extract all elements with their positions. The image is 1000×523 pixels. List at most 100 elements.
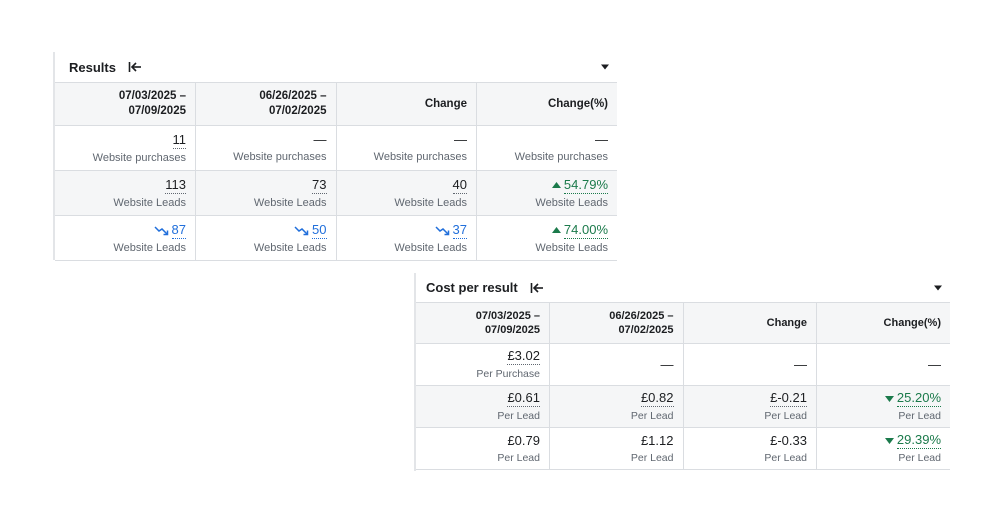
collapse-left-icon[interactable] bbox=[128, 61, 142, 73]
metric-label: Website Leads bbox=[394, 196, 467, 209]
metric-value-text: 29.39% bbox=[896, 432, 941, 450]
column-header[interactable]: 07/03/2025 – 07/09/2025 bbox=[416, 302, 550, 344]
metric-label: Website Leads bbox=[253, 196, 327, 209]
metric-value[interactable]: 37 bbox=[435, 222, 467, 239]
cost-per-result-panel-header: Cost per result bbox=[416, 273, 950, 302]
metric-value: £-0.33 bbox=[770, 433, 807, 449]
metric-label: Per Lead bbox=[764, 410, 807, 422]
metric-value[interactable]: £0.61 bbox=[507, 390, 540, 407]
table-cell: £-0.21 Per Lead bbox=[682, 385, 817, 428]
metric-value[interactable]: 74.00% bbox=[551, 221, 608, 239]
column-header[interactable]: 06/26/2025 – 07/02/2025 bbox=[195, 82, 337, 126]
metric-value[interactable]: 87 bbox=[154, 222, 186, 239]
metric-label: Per Lead bbox=[497, 410, 540, 422]
table-row: £0.79 Per Lead £1.12 Per Lead £-0.33 Per Lead… bbox=[416, 427, 950, 470]
metric-value[interactable]: 113 bbox=[165, 177, 186, 194]
triangle-down-icon bbox=[884, 395, 894, 402]
metric-value-text: 37 bbox=[452, 221, 467, 239]
dropdown-caret-icon[interactable] bbox=[601, 64, 609, 70]
metric-label: Per Lead bbox=[630, 410, 674, 422]
column-header-label: Change bbox=[766, 317, 807, 329]
metric-value[interactable]: 54.79% bbox=[551, 176, 608, 194]
results-panel-header: Results bbox=[55, 52, 617, 82]
metric-value[interactable]: 29.39% bbox=[884, 432, 941, 450]
table-cell: — Website purchases bbox=[335, 125, 477, 171]
results-table: 07/03/2025 – 07/09/2025 06/26/2025 – 07/02/… bbox=[55, 82, 617, 261]
table-cell: 54.79% Website Leads bbox=[476, 170, 617, 216]
column-header[interactable]: Change bbox=[682, 302, 817, 344]
column-header[interactable]: Change(%) bbox=[816, 302, 950, 344]
metric-label: Website purchases bbox=[514, 151, 608, 163]
results-panel-title: Results bbox=[69, 59, 116, 75]
table-cell: 113 Website Leads bbox=[55, 170, 196, 216]
table-cell: £0.79 Per Lead bbox=[416, 427, 550, 470]
table-cell: 40 Website Leads bbox=[335, 170, 477, 216]
metric-label: Per Lead bbox=[764, 451, 807, 464]
collapse-left-icon[interactable] bbox=[530, 282, 544, 294]
column-header-label: 07/03/2025 – bbox=[475, 310, 540, 322]
metric-value[interactable]: 73 bbox=[312, 177, 327, 194]
column-header-label: Change(%) bbox=[883, 317, 941, 329]
table-cell: £-0.33 Per Lead bbox=[682, 427, 817, 470]
table-cell: 37 Website Leads bbox=[335, 215, 477, 261]
metric-value[interactable]: 25.20% bbox=[884, 390, 941, 408]
column-header-label: 07/02/2025 bbox=[268, 105, 327, 117]
table-cell: — bbox=[549, 343, 684, 386]
results-panel: Results 07/03/2025 – 07/09/2025 06/26/2025… bbox=[53, 52, 617, 261]
cost-per-result-panel-title: Cost per result bbox=[426, 280, 518, 295]
table-header-row: 07/03/2025 – 07/09/2025 06/26/2025 – 07/02/… bbox=[416, 302, 950, 344]
table-cell: — Website purchases bbox=[476, 125, 617, 171]
metric-value-text: £0.61 bbox=[507, 390, 540, 407]
column-header-label: 06/26/2025 – bbox=[609, 310, 674, 322]
metric-value-text: 11 bbox=[172, 131, 186, 149]
metric-value-text: 54.79% bbox=[563, 176, 608, 194]
metric-value[interactable]: 40 bbox=[452, 177, 467, 194]
table-row: £0.61 Per Lead £0.82 Per Lead £-0.21 Per Lead… bbox=[416, 385, 950, 428]
column-header[interactable]: Change(%) bbox=[476, 82, 617, 126]
metric-value-text: £-0.33 bbox=[770, 432, 807, 448]
table-cell: — bbox=[816, 343, 950, 386]
empty-value: — bbox=[794, 356, 807, 372]
metric-value-text: 87 bbox=[171, 221, 186, 239]
cost-per-result-panel: Cost per result 07/03/2025 – 07/09/2025 06… bbox=[414, 273, 950, 471]
metric-value[interactable]: £-0.21 bbox=[770, 390, 807, 407]
table-cell: £1.12 Per Lead bbox=[549, 427, 684, 470]
metric-label: Per Purchase bbox=[476, 368, 540, 380]
empty-value: — bbox=[660, 356, 674, 372]
table-cell: 50 Website Leads bbox=[195, 215, 337, 261]
metric-label: Website Leads bbox=[535, 241, 608, 254]
table-cell: £0.61 Per Lead bbox=[416, 385, 550, 428]
metric-label: Website Leads bbox=[535, 196, 608, 209]
column-header-label: Change(%) bbox=[547, 97, 608, 110]
table-cell: £0.82 Per Lead bbox=[549, 385, 684, 428]
metric-value[interactable]: £3.02 bbox=[507, 348, 540, 365]
column-header[interactable]: 06/26/2025 – 07/02/2025 bbox=[549, 302, 684, 344]
metric-value: £0.79 bbox=[507, 433, 540, 449]
metric-value[interactable]: £0.82 bbox=[640, 390, 674, 407]
trend-down-icon bbox=[294, 225, 309, 236]
metric-value-text: 74.00% bbox=[563, 221, 608, 239]
column-header[interactable]: Change bbox=[335, 82, 477, 126]
metric-value-text: £0.82 bbox=[640, 390, 674, 407]
metric-label: Per Lead bbox=[898, 452, 941, 465]
column-header[interactable]: 07/03/2025 – 07/09/2025 bbox=[55, 82, 196, 126]
metric-label: Per Lead bbox=[497, 451, 540, 464]
table-cell: 25.20% Per Lead bbox=[816, 385, 950, 428]
metric-value-text: £0.79 bbox=[507, 432, 540, 448]
column-header-label: Change bbox=[424, 97, 467, 110]
column-header-label: 07/09/2025 bbox=[484, 324, 540, 336]
triangle-up-icon bbox=[551, 182, 561, 189]
dropdown-caret-icon[interactable] bbox=[934, 285, 942, 290]
empty-value: — bbox=[928, 356, 941, 372]
metric-value-text: £3.02 bbox=[507, 348, 540, 365]
metric-value-text: £1.12 bbox=[640, 432, 674, 448]
table-cell: 87 Website Leads bbox=[55, 215, 196, 261]
cost-per-result-table: 07/03/2025 – 07/09/2025 06/26/2025 – 07/02/… bbox=[416, 302, 950, 470]
column-header-label: 07/09/2025 bbox=[128, 105, 186, 117]
trend-down-icon bbox=[435, 225, 450, 236]
table-cell: 11 Website purchases bbox=[55, 125, 196, 171]
table-cell: 29.39% Per Lead bbox=[816, 427, 950, 470]
column-header-label: 07/03/2025 – bbox=[118, 90, 186, 102]
metric-value[interactable]: 11 bbox=[172, 131, 186, 149]
metric-value[interactable]: 50 bbox=[294, 222, 327, 239]
